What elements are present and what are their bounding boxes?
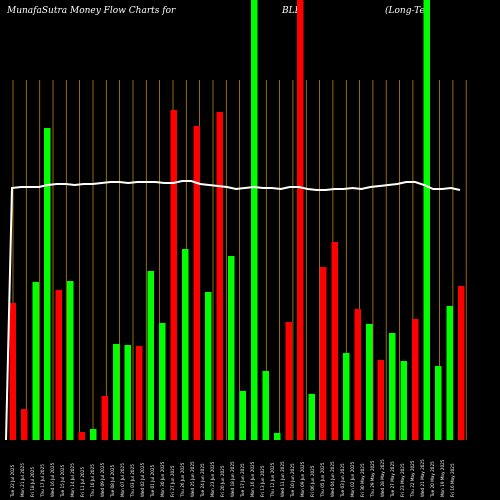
x-tick-label: Tue 10 Jun 2025 [290,463,295,498]
x-tick-label: Wed 25 Jun 2025 [190,461,195,497]
bar-red [193,126,200,440]
x-tick-label: Mon 19 May 2025 [440,459,445,497]
bar-green [366,324,373,440]
x-tick-label: Fri 13 Jun 2025 [260,465,265,497]
x-tick-label: Wed 04 Jun 2025 [330,461,335,497]
x-tick-label: Fri 30 May 2025 [360,463,365,497]
x-tick-label: Tue 01 Jul 2025 [150,464,155,498]
bar-green [400,361,407,440]
bar-red [136,346,143,440]
bar-green [446,306,453,440]
bar-green [239,391,246,440]
x-tick-label: Thu 26 Jun 2025 [180,462,185,498]
bar-red [354,309,361,440]
bar-green [147,271,154,440]
chart-term: (Long-Ter [385,6,430,16]
x-tick-label: Thu 05 Jun 2025 [320,462,325,498]
x-tick-label: Fri 16 May 2025 [450,463,455,497]
x-tick-label: Thu 29 May 2025 [370,460,375,498]
bar-green [251,0,258,440]
bar-green [32,282,39,440]
x-tick-label: Fri 18 Jul 2025 [30,467,35,497]
x-tick-label: Wed 16 Jul 2025 [50,463,55,497]
x-tick-label: Thu 03 Jul 2025 [130,464,135,498]
money-flow-line [5,180,461,441]
bar-green [124,345,131,440]
x-tick-label: Tue 03 Jun 2025 [340,463,345,498]
bar-red [78,432,85,440]
x-tick-label: Tue 20 May 2025 [430,461,435,498]
x-tick-label: Fri 27 Jun 2025 [170,465,175,497]
bar-red [9,303,16,440]
x-tick-label: Tue 24 Jun 2025 [200,463,205,498]
x-tick-label: Tue 17 Jun 2025 [240,463,245,498]
bar-green [308,394,315,440]
bar-red [297,0,304,440]
bar-green [423,0,430,440]
grid-lines [12,80,467,440]
bar-red [101,396,108,440]
bar-red [377,360,384,440]
x-tick-label: Mon 14 Jul 2025 [70,463,75,497]
x-tick-label: Thu 22 May 2025 [410,460,415,498]
bar-red [412,319,419,440]
bar-green [343,353,350,440]
x-tick-label: Wed 11 Jun 2025 [280,461,285,497]
bar-green [274,433,281,440]
x-tick-label: Thu 17 Jul 2025 [40,464,45,498]
bar-red [331,242,338,440]
x-tick-label: Wed 09 Jul 2025 [100,463,105,497]
x-tick-label: Mon 21 Jul 2025 [20,463,25,497]
bar-green [182,249,189,440]
chart-title: MunafaSutra Money Flow Charts for [7,6,176,16]
bars [9,0,465,440]
x-tick-label: Mon 23 Jun 2025 [210,461,215,497]
bar-green [389,333,396,440]
bar-green [113,344,120,440]
bar-red [55,290,62,440]
x-tick-label: Mon 16 Jun 2025 [250,461,255,497]
bar-green [228,256,235,440]
x-tick-label: Fri 20 Jun 2025 [220,465,225,497]
x-tick-labels: Tue 22 Jul 2025 Mon 21 Jul 2025 Fri 18 Jul… [10,459,455,498]
bar-green [205,292,212,440]
x-tick-label: Wed 18 Jun 2025 [230,461,235,497]
x-tick-label: Mon 30 Jun 2025 [160,461,165,497]
bar-green [262,371,269,440]
x-tick-label: Mon 07 Jul 2025 [120,463,125,497]
x-tick-label: Tue 15 Jul 2025 [60,464,65,498]
x-tick-label: Fri 06 Jun 2025 [310,465,315,497]
bar-green [67,281,74,440]
x-tick-label: Wed 02 Jul 2025 [140,463,145,497]
bar-red [285,322,292,440]
chart-symbol: BLF [282,6,301,16]
x-tick-label: Thu 10 Jul 2025 [90,464,95,498]
x-tick-label: Fri 11 Jul 2025 [80,467,85,497]
bar-red [216,112,223,440]
x-tick-label: Tue 22 Jul 2025 [10,464,15,498]
x-tick-label: Wed 28 May 2025 [380,459,385,497]
x-tick-label: Wed 21 May 2025 [420,459,425,497]
x-tick-label: Mon 02 Jun 2025 [350,461,355,497]
trend-line [5,180,461,441]
bar-green [159,323,166,440]
x-tick-label: Fri 23 May 2025 [400,463,405,497]
x-tick-label: Mon 09 Jun 2025 [300,461,305,497]
bar-green [435,366,442,440]
bar-red [170,110,177,440]
bar-red [458,286,465,440]
x-tick-label: Tue 27 May 2025 [390,461,395,498]
bar-green [44,128,51,440]
x-tick-label: Tue 08 Jul 2025 [110,464,115,498]
bar-green [90,429,97,440]
x-tick-label: Thu 12 Jun 2025 [270,462,275,498]
bar-red [320,267,327,440]
bar-red [21,409,28,440]
